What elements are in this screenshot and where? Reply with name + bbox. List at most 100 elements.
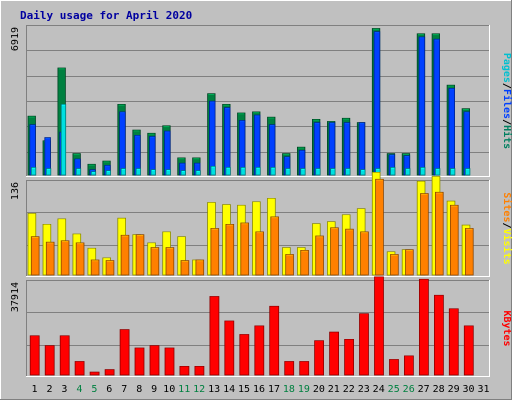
- bar-files-day-15: [238, 120, 246, 176]
- day-label-19: 19: [298, 384, 310, 395]
- day-label-5: 5: [91, 384, 97, 395]
- y-max-label-visits-sites: 136: [10, 182, 21, 200]
- series-kbytes: [29, 276, 474, 376]
- y-max-label-kbytes: 37914: [10, 282, 21, 312]
- bar-pages-day-12: [195, 170, 201, 176]
- chart-title: Daily usage for April 2020: [20, 9, 192, 22]
- legend-label-part: /: [501, 83, 512, 89]
- bar-sites-day-25: [390, 254, 399, 276]
- bar-sites-day-24: [375, 178, 384, 276]
- bar-sites-day-17: [270, 216, 279, 276]
- day-label-9: 9: [151, 384, 157, 395]
- chart-panels: 6919Pages/Files/Hits136Sites/Visits37914…: [10, 25, 512, 377]
- bar-kbytes-day-15: [239, 334, 250, 376]
- day-label-16: 16: [253, 384, 265, 395]
- bar-sites-day-21: [330, 227, 339, 276]
- bar-pages-day-14: [225, 167, 231, 176]
- bar-sites-day-7: [120, 234, 130, 276]
- bar-sites-day-20: [315, 235, 324, 276]
- bar-kbytes-day-20: [314, 340, 325, 376]
- bar-kbytes-day-7: [119, 329, 130, 376]
- bar-pages-day-7: [120, 168, 126, 176]
- bar-files-day-10: [164, 130, 171, 176]
- bar-kbytes-day-23: [359, 313, 369, 376]
- bar-kbytes-day-5: [89, 371, 100, 376]
- bar-sites-day-3: [60, 240, 70, 276]
- day-label-20: 20: [313, 384, 325, 395]
- day-label-2: 2: [46, 384, 52, 395]
- bar-sites-day-4: [75, 242, 85, 276]
- legend-label-part: Pages: [501, 53, 512, 83]
- bar-pages-day-8: [135, 168, 142, 176]
- bar-kbytes-day-3: [59, 335, 70, 376]
- day-label-22: 22: [343, 384, 355, 395]
- legend-label-part: Hits: [501, 125, 512, 149]
- bar-pages-day-5: [90, 171, 97, 176]
- bar-files-day-9: [149, 136, 156, 176]
- day-label-13: 13: [208, 384, 220, 395]
- day-label-14: 14: [223, 384, 235, 395]
- bar-kbytes-day-30: [463, 325, 474, 376]
- bar-kbytes-day-26: [403, 355, 414, 376]
- panel-visits-sites: 136 Sites/Visits: [10, 171, 512, 277]
- legend-label-part: Files: [501, 89, 512, 119]
- bar-pages-day-15: [240, 167, 246, 176]
- bar-sites-day-23: [360, 231, 369, 276]
- bar-kbytes-day-4: [74, 361, 85, 376]
- bar-kbytes-day-28: [433, 294, 444, 376]
- day-label-8: 8: [136, 384, 142, 395]
- day-label-28: 28: [433, 384, 445, 395]
- day-label-21: 21: [328, 384, 340, 395]
- bar-pages-day-17: [270, 167, 276, 176]
- bar-sites-day-29: [449, 204, 459, 276]
- bar-kbytes-day-25: [389, 359, 399, 376]
- panel-kbytes: 37914 KBytes: [10, 276, 512, 377]
- bar-pages-day-9: [150, 169, 156, 176]
- bar-sites-day-8: [135, 234, 145, 276]
- bar-sites-day-5: [90, 259, 100, 276]
- bar-pages-day-6: [105, 170, 111, 176]
- bar-kbytes-day-19: [299, 361, 310, 376]
- day-label-1: 1: [31, 384, 37, 395]
- bar-sites-day-1: [30, 236, 40, 276]
- day-label-29: 29: [448, 384, 460, 395]
- bar-pages-day-18: [285, 168, 291, 176]
- bar-pages-day-28: [434, 168, 441, 176]
- bar-kbytes-day-14: [224, 320, 235, 376]
- bar-pages-day-21: [330, 168, 336, 176]
- day-label-23: 23: [358, 384, 370, 395]
- bar-kbytes-day-29: [448, 308, 459, 376]
- day-label-26: 26: [403, 384, 415, 395]
- bar-kbytes-day-6: [104, 369, 115, 376]
- series-pages: [30, 104, 471, 176]
- legend-label-kbytes: KBytes: [501, 310, 512, 346]
- bar-sites-day-19: [300, 249, 309, 276]
- day-label-15: 15: [238, 384, 250, 395]
- day-label-31: 31: [477, 384, 489, 395]
- bar-pages-day-2: [45, 168, 52, 176]
- bar-pages-day-11: [180, 170, 186, 176]
- bar-kbytes-day-24: [374, 276, 384, 376]
- bar-kbytes-day-13: [209, 296, 220, 376]
- bar-sites-day-13: [210, 228, 220, 276]
- bar-files-day-16: [253, 114, 261, 176]
- bar-kbytes-day-10: [164, 347, 175, 376]
- bar-kbytes-day-18: [284, 361, 295, 376]
- legend-label-visits-sites: Sites/Visits: [501, 192, 512, 264]
- bar-kbytes-day-21: [329, 331, 340, 376]
- bar-kbytes-day-22: [344, 338, 355, 376]
- day-label-11: 11: [178, 384, 190, 395]
- bar-pages-day-29: [449, 168, 456, 176]
- bar-sites-day-12: [195, 259, 205, 276]
- bar-pages-day-1: [30, 167, 37, 176]
- bar-kbytes-day-27: [418, 278, 429, 376]
- bar-sites-day-26: [405, 249, 414, 276]
- bar-kbytes-day-2: [44, 345, 55, 376]
- bar-pages-day-25: [390, 167, 396, 176]
- day-label-10: 10: [163, 384, 175, 395]
- bar-files-day-24: [373, 31, 381, 176]
- bar-sites-day-22: [345, 228, 354, 276]
- bar-files-day-30: [463, 111, 470, 176]
